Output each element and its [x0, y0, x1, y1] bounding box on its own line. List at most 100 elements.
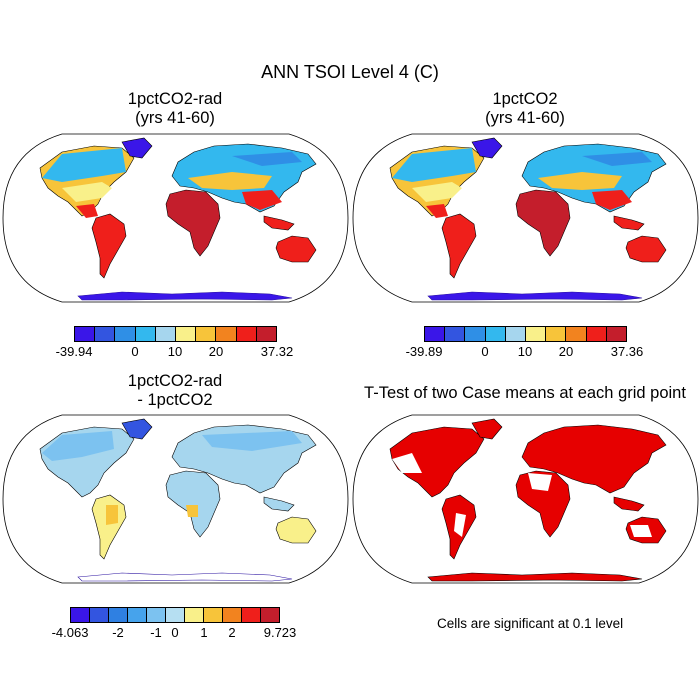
map-panel-2 — [352, 133, 699, 303]
colorbar-cell — [155, 327, 177, 341]
colorbar-cell — [425, 327, 446, 341]
landmass-seasia — [613, 496, 645, 512]
colorbar-2-label: 0 — [481, 344, 489, 359]
field-region — [42, 148, 126, 182]
field-region — [106, 505, 118, 525]
landmass-australia — [275, 235, 317, 263]
colorbar-cell — [204, 608, 223, 622]
colorbar-3-label: -4.063 — [51, 625, 89, 640]
colorbar-cell — [606, 327, 627, 341]
field-region — [582, 152, 652, 166]
landmass-africa — [515, 189, 571, 257]
field-region — [592, 190, 632, 210]
landmass-antarctica — [427, 572, 643, 582]
colorbar-1 — [74, 326, 277, 342]
colorbar-cell — [485, 327, 506, 341]
colorbar-1-label: 20 — [208, 344, 224, 359]
colorbar-cell — [505, 327, 527, 341]
landmass-antarctica — [77, 291, 293, 301]
colorbar-cell — [465, 327, 486, 341]
colorbar-cell — [147, 608, 166, 622]
landmass-africa — [165, 189, 221, 257]
colorbar-3-label: 9.723 — [263, 625, 297, 640]
colorbar-cell — [566, 327, 587, 341]
map-panel-1 — [2, 133, 349, 303]
landmass-greenland — [121, 137, 153, 159]
colorbar-cell — [445, 327, 466, 341]
colorbar-cell — [109, 608, 128, 622]
landmass-namerica — [389, 426, 485, 498]
colorbar-cell — [75, 327, 96, 341]
colorbar-cell — [135, 327, 156, 341]
colorbar-cell — [196, 327, 217, 341]
landmass-greenland — [471, 137, 503, 159]
colorbar-cell — [216, 327, 237, 341]
landmass-seasia — [263, 215, 295, 231]
colorbar-cell — [586, 327, 607, 341]
panel-3-title-line2: - 1pctCO2 — [137, 391, 213, 409]
landmass-seasia — [263, 496, 295, 512]
colorbar-3-label: -1 — [150, 625, 162, 640]
landmass-africa — [515, 470, 571, 538]
landmass-samerica — [441, 213, 477, 279]
colorbar-cell — [128, 608, 147, 622]
colorbar-2 — [424, 326, 627, 342]
panel-4-title: T-Test of two Case means at each grid po… — [345, 384, 700, 403]
field-region — [76, 204, 98, 218]
panel-2-title-line1: 1pctCO2 — [492, 90, 558, 108]
nonsignificant-region — [630, 525, 652, 537]
colorbar-cell — [185, 608, 204, 622]
colorbar-2-label: -39.89 — [405, 344, 443, 359]
colorbar-cell — [223, 608, 242, 622]
significance-note: Cells are significant at 0.1 level — [437, 616, 624, 631]
colorbar-cell — [236, 327, 257, 341]
landmass-australia — [275, 516, 317, 544]
panel-3-title-line1: 1pctCO2-rad — [127, 372, 223, 390]
landmass-australia — [625, 235, 667, 263]
colorbar-3-label: -2 — [112, 625, 124, 640]
field-region — [186, 505, 198, 517]
colorbar-cell — [71, 608, 90, 622]
landmass-antarctica — [427, 291, 643, 301]
colorbar-cell — [256, 327, 277, 341]
field-region — [242, 190, 282, 210]
colorbar-cell — [166, 608, 185, 622]
colorbar-3-label: 0 — [171, 625, 179, 640]
panel-1-title: 1pctCO2-rad (yrs 41-60) — [50, 90, 300, 128]
colorbar-1-label: 10 — [167, 344, 183, 359]
field-region — [426, 204, 448, 218]
panel-1-title-line2: (yrs 41-60) — [135, 109, 215, 127]
field-region — [62, 182, 112, 202]
landmass-samerica — [91, 213, 127, 279]
nonsignificant-region — [392, 453, 422, 473]
panel-2-title-line2: (yrs 41-60) — [485, 109, 565, 127]
field-region — [392, 148, 476, 182]
field-region — [188, 172, 272, 190]
colorbar-1-label: -39.94 — [55, 344, 93, 359]
map-panel-4 — [352, 414, 699, 584]
field-region — [232, 152, 302, 166]
colorbar-1-label: 0 — [131, 344, 139, 359]
landmass-greenland — [471, 418, 503, 440]
colorbar-cell — [90, 608, 109, 622]
field-region — [42, 431, 114, 461]
nonsignificant-region — [454, 513, 466, 537]
colorbar-2-label: 37.36 — [610, 344, 644, 359]
map-panel-3 — [2, 414, 349, 584]
colorbar-cell — [176, 327, 197, 341]
panel-1-title-line1: 1pctCO2-rad — [127, 90, 223, 108]
colorbar-3-label: 1 — [200, 625, 208, 640]
field-region — [538, 172, 622, 190]
colorbar-cell — [115, 327, 136, 341]
colorbar-cell — [95, 327, 116, 341]
landmass-greenland — [121, 418, 153, 440]
landmass-antarctica — [77, 572, 293, 582]
nonsignificant-region — [528, 473, 552, 491]
panel-3-title: 1pctCO2-rad - 1pctCO2 — [50, 372, 300, 410]
field-region — [202, 431, 302, 451]
colorbar-3 — [70, 607, 280, 623]
colorbar-cell — [526, 327, 547, 341]
landmass-africa — [165, 470, 221, 538]
colorbar-cell — [546, 327, 567, 341]
colorbar-3-label: 2 — [228, 625, 236, 640]
